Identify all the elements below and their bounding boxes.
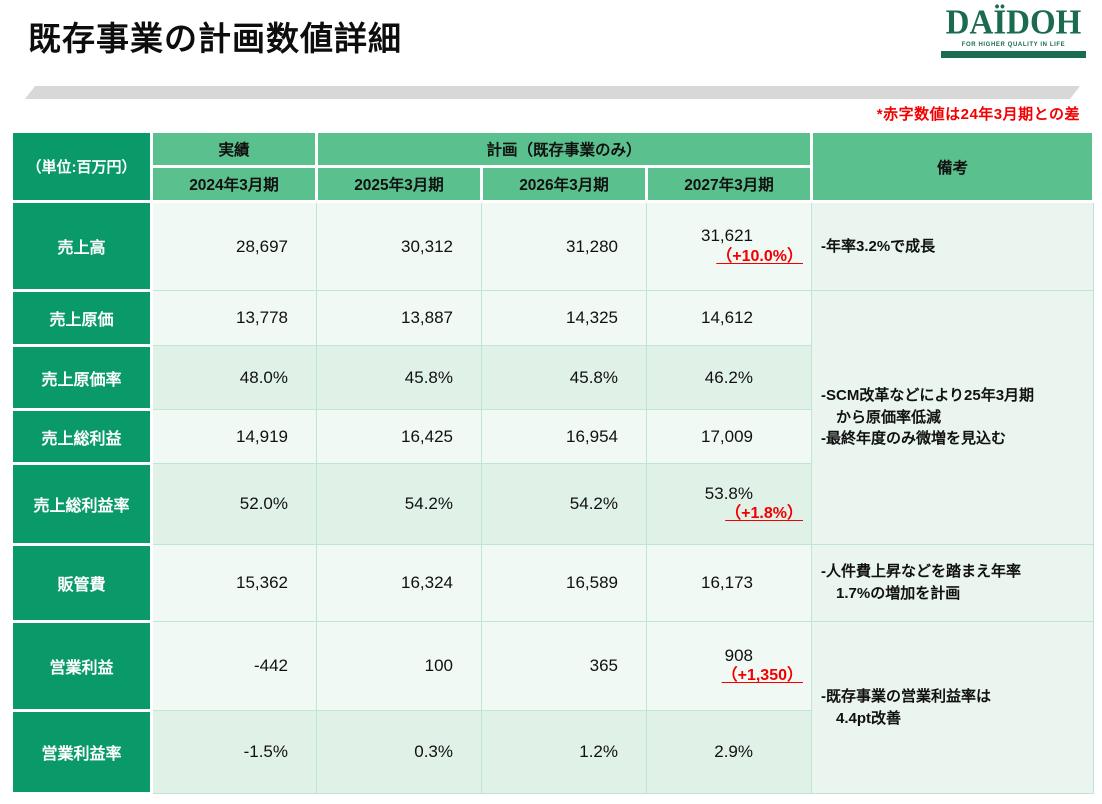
note-cell-sga: -人件費上昇などを踏まえ年率 1.7%の増加を計画: [811, 544, 1094, 622]
value-cell: 15,362: [151, 544, 317, 622]
year-header-2027: 2027年3月期: [645, 165, 813, 203]
year-header-2024: 2024年3月期: [150, 165, 318, 203]
row-label: 営業利益: [10, 620, 153, 712]
red-figures-footnote: *赤字数値は24年3月期との差: [876, 106, 1080, 123]
row-label: 売上原価: [10, 289, 153, 347]
value-cell: 16,589: [481, 544, 647, 622]
value-cell: 908 （+1,350）: [646, 621, 812, 711]
note-cell-sales: -年率3.2%で成長: [811, 201, 1094, 291]
value-cell: 48.0%: [151, 345, 317, 410]
value-cell: 16,173: [646, 544, 812, 622]
value-cell: 45.8%: [481, 345, 647, 410]
value-main: 31,621: [701, 226, 753, 246]
row-label: 売上総利益率: [10, 462, 153, 546]
value-cell: 2.9%: [646, 710, 812, 794]
note-cell-operating-profit: -既存事業の営業利益率は 4.4pt改善: [811, 621, 1094, 794]
value-main: 53.8%: [704, 483, 753, 503]
unit-label-cell: （単位:百万円）: [10, 130, 153, 203]
table-row-gross-margin: 売上総利益率 52.0% 54.2% 54.2% 53.8% （+1.8%）: [10, 462, 1094, 546]
value-cell: 13,778: [151, 290, 317, 346]
page-title: 既存事業の計画数値詳細: [28, 20, 402, 57]
table-header-years: 2024年3月期 2025年3月期 2026年3月期 2027年3月期: [12, 165, 1094, 203]
table-header-groups: （単位:百万円） 実績 計画（既存事業のみ） 備考: [10, 130, 1095, 203]
table-row-sga: 販管費 15,362 16,324 16,589 16,173 -人件費上昇など…: [10, 543, 1094, 623]
year-header-2026: 2026年3月期: [480, 165, 648, 203]
note-cell-cost-ratio: -SCM改革などにより25年3月期 から原価率低減 -最終年度のみ微増を見込む: [811, 290, 1094, 545]
value-cell: 30,312: [316, 201, 482, 291]
value-cell: 45.8%: [316, 345, 482, 410]
delta-vs-fy24: （+10.0%）: [716, 247, 803, 265]
delta-vs-fy24: （+1.8%）: [725, 505, 803, 523]
value-cell: 14,325: [481, 290, 647, 346]
year-header-2025: 2025年3月期: [315, 165, 483, 203]
value-cell: 28,697: [151, 201, 317, 291]
value-cell: 46.2%: [646, 345, 812, 410]
logo-tagline: FOR HIGHER QUALITY IN LIFE: [961, 41, 1066, 48]
delta-vs-fy24: （+1,350）: [721, 667, 803, 685]
value-cell: 1.2%: [481, 710, 647, 794]
value-cell: 365: [481, 621, 647, 711]
value-cell: 0.3%: [316, 710, 482, 794]
value-cell: 16,324: [316, 544, 482, 622]
plan-table: （単位:百万円） 実績 計画（既存事業のみ） 備考 2024年3月期 2025年…: [10, 130, 1095, 795]
value-cell: 31,280: [481, 201, 647, 291]
value-cell: 100: [316, 621, 482, 711]
value-cell: 16,425: [316, 409, 482, 464]
daidoh-logo: DAÏDOH FOR HIGHER QUALITY IN LIFE: [941, 4, 1086, 58]
logo-underline-bar: [941, 50, 1086, 58]
logo-wordmark: DAÏDOH: [945, 4, 1082, 42]
value-cell: -442: [151, 621, 317, 711]
table-row-cogs-ratio: 売上原価率 48.0% 45.8% 45.8% 46.2%: [10, 344, 1094, 411]
row-label: 販管費: [10, 543, 153, 623]
table-row-operating-profit: 営業利益 -442 100 365 908 （+1,350） -既存事業の営業利…: [10, 620, 1094, 794]
value-cell: 14,919: [151, 409, 317, 464]
value-cell: 14,612: [646, 290, 812, 346]
value-cell: 31,621 （+10.0%）: [646, 201, 812, 291]
table-row-gross-profit: 売上総利益 14,919 16,425 16,954 17,009: [10, 408, 1094, 465]
row-label: 売上総利益: [10, 408, 153, 465]
plan-group-header: 計画（既存事業のみ）: [315, 130, 813, 168]
value-cell: 53.8% （+1.8%）: [646, 463, 812, 545]
table-row-operating-margin: 営業利益率 -1.5% 0.3% 1.2% 2.9%: [10, 709, 1094, 795]
notes-column-header: 備考: [810, 130, 1095, 203]
row-label: 売上原価率: [10, 344, 153, 411]
value-cell: 13,887: [316, 290, 482, 346]
value-cell: -1.5%: [151, 710, 317, 794]
value-cell: 54.2%: [316, 463, 482, 545]
value-cell: 16,954: [481, 409, 647, 464]
row-label: 営業利益率: [10, 709, 153, 795]
row-label: 売上高: [10, 200, 153, 292]
value-main: 908: [724, 645, 753, 665]
actual-group-header: 実績: [150, 130, 318, 168]
title-divider-bar: [24, 86, 1081, 99]
value-cell: 17,009: [646, 409, 812, 464]
table-row-cogs: 売上原価 13,778 13,887 14,325 14,612 -SCM改革な…: [10, 289, 1094, 545]
value-cell: 54.2%: [481, 463, 647, 545]
table-row-sales: 売上高 28,697 30,312 31,280 31,621 （+10.0%）…: [10, 200, 1094, 292]
value-cell: 52.0%: [151, 463, 317, 545]
